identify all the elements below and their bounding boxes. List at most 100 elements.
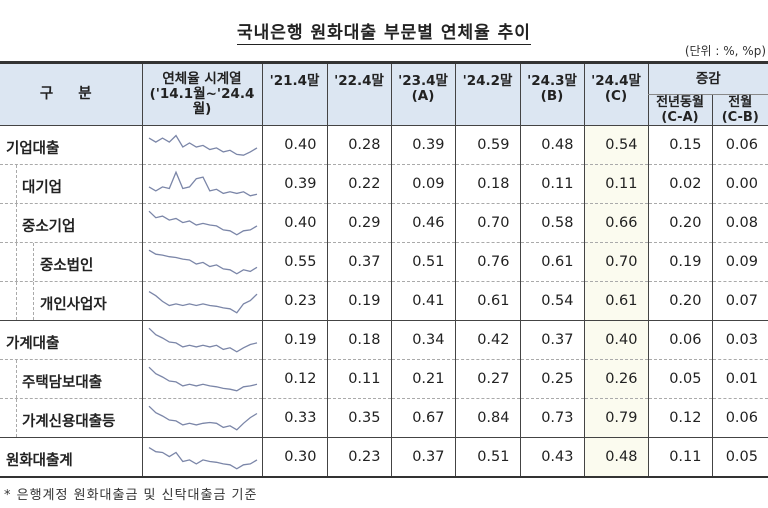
footnote: * 은행계정 원화대출금 및 신탁대출금 기준 (4, 488, 258, 503)
value-cell: 0.19 (326, 281, 391, 321)
sparkline-line (148, 405, 257, 431)
value-cell: 0.39 (390, 125, 455, 165)
value-cell: 0.29 (326, 203, 391, 243)
sparkline (148, 405, 257, 431)
table-row: 주택담보대출 0.12 0.11 0.21 0.27 0.25 0.26 0.05 0.01 (0, 359, 768, 399)
value-cell: 0.22 (326, 164, 391, 204)
value-cell: 0.23 (261, 281, 327, 321)
value-cell: 0.18 (326, 320, 391, 360)
value-cell: 0.30 (261, 437, 327, 478)
sparkline-cell (141, 242, 262, 282)
value-cell: 0.12 (647, 398, 712, 438)
value-cell: 0.12 (261, 359, 327, 399)
sparkline (148, 327, 257, 353)
sparkline-line (148, 170, 257, 197)
sparkline-line (148, 366, 257, 392)
value-cell: 0.28 (326, 125, 391, 165)
value-cell: 0.15 (647, 125, 712, 165)
header-col: '24.4말 (C) (583, 61, 648, 126)
value-cell: 0.37 (326, 242, 391, 282)
row-label: 주택담보대출 (0, 359, 142, 399)
value-cell: 0.54 (583, 125, 648, 165)
row-label: 중소기업 (0, 203, 142, 243)
sparkline-cell (141, 359, 262, 399)
sparkline-line (148, 447, 257, 470)
value-cell: 0.61 (519, 242, 584, 282)
value-cell: 0.34 (390, 320, 455, 360)
value-cell: 0.66 (583, 203, 648, 243)
sparkline (148, 249, 257, 275)
table-row: 대기업 0.39 0.22 0.09 0.18 0.11 0.11 0.02 0.00 (0, 164, 768, 204)
sparkline (148, 291, 257, 314)
sparkline (148, 170, 257, 197)
value-cell: 0.51 (454, 437, 520, 478)
header-change: 증감 (647, 61, 768, 95)
value-cell: 0.06 (711, 398, 768, 438)
value-cell: 0.00 (711, 164, 768, 204)
unit-label: (단위 : %, %p) (684, 44, 766, 58)
value-cell: 0.11 (326, 359, 391, 399)
value-cell: 0.11 (519, 164, 584, 204)
value-cell: 0.67 (390, 398, 455, 438)
value-cell: 0.09 (711, 242, 768, 282)
value-cell: 0.20 (647, 281, 712, 321)
value-cell: 0.23 (326, 437, 391, 478)
header-col: '21.4말 (261, 61, 327, 126)
header-category: 구 분 (0, 61, 142, 126)
header-col: '22.4말 (326, 61, 391, 126)
value-cell: 0.58 (519, 203, 584, 243)
header-col: '24.3말 (B) (519, 61, 584, 126)
value-cell: 0.19 (261, 320, 327, 360)
value-cell: 0.48 (583, 437, 648, 478)
table-row: 가계대출 0.19 0.18 0.34 0.42 0.37 0.40 0.06 0.03 (0, 320, 768, 360)
value-cell: 0.37 (390, 437, 455, 478)
sparkline-cell (141, 320, 262, 360)
table-title: 국내은행 원화대출 부문별 연체율 추이 (237, 23, 531, 45)
value-cell: 0.43 (519, 437, 584, 478)
table-row: 기업대출 0.40 0.28 0.39 0.59 0.48 0.54 0.15 0.06 (0, 125, 768, 165)
value-cell: 0.07 (711, 281, 768, 321)
sparkline (148, 366, 257, 392)
value-cell: 0.35 (326, 398, 391, 438)
table-row: 중소법인 0.55 0.37 0.51 0.76 0.61 0.70 0.19 0.09 (0, 242, 768, 282)
sparkline-cell (141, 437, 262, 478)
sparkline (148, 210, 257, 236)
value-cell: 0.42 (454, 320, 520, 360)
row-label: 가계신용대출등 (0, 398, 142, 438)
row-label: 가계대출 (0, 320, 142, 360)
value-cell: 0.79 (583, 398, 648, 438)
row-label: 원화대출계 (0, 437, 142, 478)
value-cell: 0.37 (519, 320, 584, 360)
value-cell: 0.21 (390, 359, 455, 399)
value-cell: 0.55 (261, 242, 327, 282)
sparkline-cell (141, 398, 262, 438)
header-yoy: 전년동월 (C-A) (647, 94, 712, 126)
value-cell: 0.48 (519, 125, 584, 165)
delinquency-table: 구 분 연체율 시계열 ('14.1월~'24.4월) '21.4말 '22.4말… (0, 61, 768, 478)
row-label: 중소법인 (0, 242, 142, 282)
value-cell: 0.40 (261, 125, 327, 165)
value-cell: 0.61 (454, 281, 520, 321)
row-label: 개인사업자 (0, 281, 142, 321)
sparkline-line (148, 210, 257, 236)
sparkline-line (148, 249, 257, 275)
value-cell: 0.40 (583, 320, 648, 360)
value-cell: 0.02 (647, 164, 712, 204)
value-cell: 0.06 (647, 320, 712, 360)
sparkline-line (148, 291, 257, 314)
value-cell: 0.70 (583, 242, 648, 282)
sparkline (148, 447, 257, 470)
table-row: 가계신용대출등 0.33 0.35 0.67 0.84 0.73 0.79 0.12 0.06 (0, 398, 768, 438)
sparkline-cell (141, 281, 262, 321)
value-cell: 0.27 (454, 359, 520, 399)
sparkline-cell (141, 164, 262, 204)
header-mom: 전월 (C-B) (711, 94, 768, 126)
value-cell: 0.26 (583, 359, 648, 399)
sparkline (148, 134, 257, 156)
value-cell: 0.08 (711, 203, 768, 243)
value-cell: 0.06 (711, 125, 768, 165)
header-series: 연체율 시계열 ('14.1월~'24.4월) (141, 61, 262, 126)
value-cell: 0.76 (454, 242, 520, 282)
value-cell: 0.84 (454, 398, 520, 438)
value-cell: 0.01 (711, 359, 768, 399)
